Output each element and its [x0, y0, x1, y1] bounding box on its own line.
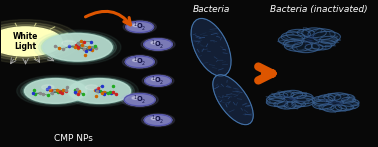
Circle shape [311, 42, 332, 50]
Text: $^1$O$_2$: $^1$O$_2$ [151, 114, 165, 126]
Circle shape [328, 93, 349, 101]
Circle shape [302, 28, 326, 38]
Circle shape [323, 104, 342, 112]
Circle shape [319, 36, 338, 44]
Circle shape [85, 85, 98, 90]
Text: White
Light: White Light [13, 32, 38, 51]
Circle shape [274, 93, 305, 106]
Circle shape [266, 98, 287, 106]
Circle shape [284, 39, 302, 47]
Circle shape [39, 32, 116, 63]
Circle shape [43, 34, 112, 61]
Circle shape [313, 31, 341, 42]
Circle shape [0, 20, 81, 63]
Circle shape [294, 96, 314, 104]
Text: $^1$O$_2$: $^1$O$_2$ [151, 38, 165, 51]
Circle shape [290, 32, 330, 48]
Circle shape [284, 102, 301, 109]
Circle shape [334, 94, 355, 102]
Text: Bacteria (inactivated): Bacteria (inactivated) [270, 5, 368, 14]
Circle shape [67, 78, 132, 104]
Ellipse shape [213, 75, 253, 125]
Text: $^1$O$_2$: $^1$O$_2$ [133, 93, 146, 106]
Circle shape [125, 56, 154, 68]
Circle shape [0, 27, 62, 56]
Circle shape [25, 79, 87, 103]
Circle shape [0, 25, 68, 58]
Circle shape [274, 92, 288, 98]
Circle shape [338, 101, 359, 109]
Circle shape [292, 101, 305, 107]
Circle shape [68, 79, 130, 103]
Text: $^1$O$_2$: $^1$O$_2$ [133, 21, 146, 33]
Text: $^1$O$_2$: $^1$O$_2$ [151, 75, 165, 87]
Circle shape [133, 24, 139, 27]
Circle shape [133, 59, 139, 61]
Circle shape [123, 20, 156, 34]
Circle shape [341, 97, 355, 103]
Circle shape [124, 93, 155, 106]
Circle shape [121, 92, 158, 107]
Circle shape [318, 95, 335, 102]
Circle shape [283, 90, 302, 98]
Circle shape [297, 29, 314, 36]
Circle shape [17, 76, 94, 106]
Circle shape [141, 113, 175, 127]
Circle shape [142, 74, 174, 87]
Circle shape [151, 42, 157, 44]
Circle shape [42, 85, 54, 90]
Circle shape [279, 91, 294, 97]
Circle shape [331, 105, 347, 111]
Circle shape [151, 117, 157, 120]
Circle shape [144, 115, 172, 126]
Circle shape [305, 44, 323, 51]
Circle shape [41, 33, 114, 62]
Circle shape [319, 104, 334, 110]
Circle shape [269, 94, 285, 101]
Text: $^1$O$_2$: $^1$O$_2$ [133, 56, 146, 68]
Circle shape [324, 94, 341, 101]
Circle shape [314, 100, 329, 106]
Ellipse shape [191, 18, 231, 76]
Circle shape [281, 32, 305, 41]
Circle shape [34, 30, 121, 65]
Circle shape [21, 77, 90, 105]
Circle shape [141, 38, 175, 51]
Circle shape [318, 40, 335, 47]
Circle shape [0, 22, 73, 60]
Text: Bacteria: Bacteria [192, 5, 230, 14]
Circle shape [126, 21, 153, 32]
Circle shape [284, 40, 312, 51]
Circle shape [291, 92, 306, 98]
Circle shape [312, 96, 333, 104]
Circle shape [308, 29, 335, 40]
Circle shape [277, 101, 296, 109]
Circle shape [278, 35, 304, 45]
Circle shape [144, 39, 172, 50]
Circle shape [23, 78, 88, 104]
Circle shape [292, 42, 319, 53]
Circle shape [266, 96, 285, 103]
Circle shape [145, 76, 171, 86]
Circle shape [60, 76, 138, 106]
Circle shape [292, 93, 313, 101]
Text: CMP NPs: CMP NPs [54, 134, 93, 143]
Circle shape [152, 78, 157, 80]
Circle shape [122, 55, 157, 69]
Circle shape [274, 101, 288, 107]
Circle shape [132, 97, 139, 99]
Circle shape [341, 99, 359, 106]
Circle shape [313, 101, 333, 109]
Circle shape [65, 77, 134, 105]
Circle shape [292, 98, 313, 106]
Circle shape [62, 40, 76, 46]
Circle shape [335, 103, 353, 111]
Circle shape [286, 29, 310, 39]
Circle shape [320, 96, 351, 109]
